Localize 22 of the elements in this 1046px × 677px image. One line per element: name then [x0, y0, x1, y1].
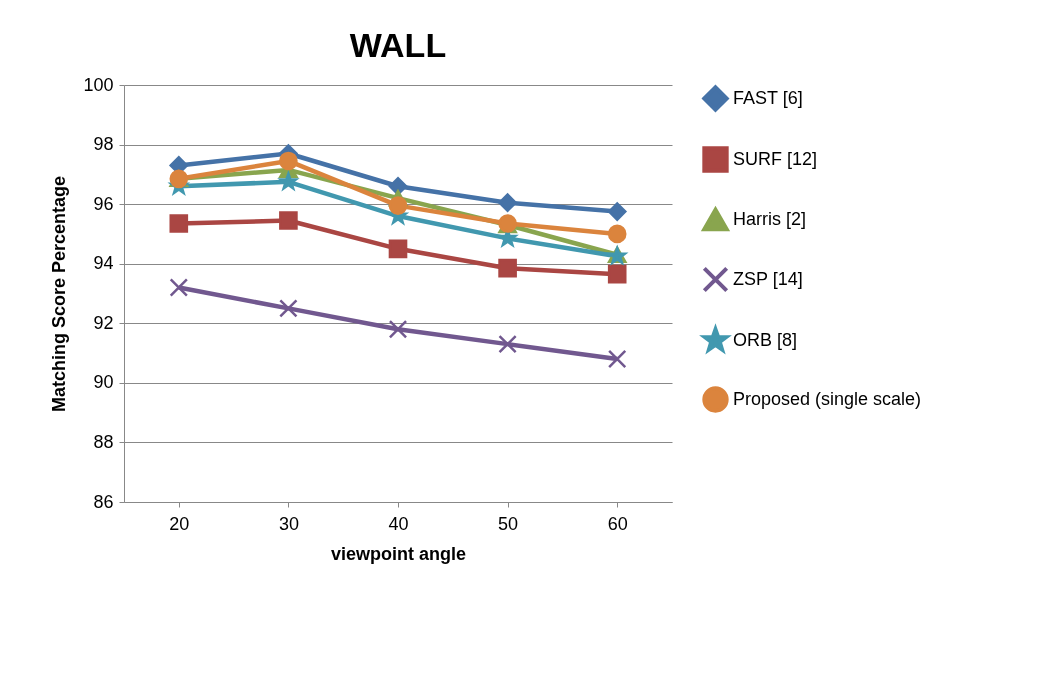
- legend-label: ZSP [14]: [733, 268, 803, 289]
- x-tick-label: 40: [388, 513, 409, 534]
- y-tick-label: 94: [93, 253, 114, 274]
- x-axis-title: viewpoint angle: [330, 543, 467, 564]
- y-tick-label: 100: [83, 74, 114, 95]
- x-tick-label: 60: [607, 513, 628, 534]
- y-tick-label: 90: [93, 372, 114, 393]
- legend-label: ORB [8]: [733, 329, 798, 350]
- legend-label: FAST [6]: [733, 87, 803, 108]
- y-tick-label: 98: [93, 134, 114, 155]
- y-tick-label: 92: [93, 312, 114, 333]
- legend-label: Harris [2]: [733, 208, 807, 229]
- y-tick-label: 96: [93, 193, 114, 214]
- y-tick-label: 86: [93, 491, 114, 512]
- y-tick-label: 88: [93, 431, 114, 452]
- legend-label: Proposed (single scale): [733, 388, 922, 409]
- x-tick-label: 20: [169, 513, 190, 534]
- chart-title: WALL: [349, 26, 447, 64]
- y-axis-title: Matching Score Percentage: [49, 175, 70, 413]
- legend-label: SURF [12]: [733, 148, 818, 169]
- x-tick-label: 50: [498, 513, 519, 534]
- x-tick-label: 30: [278, 513, 299, 534]
